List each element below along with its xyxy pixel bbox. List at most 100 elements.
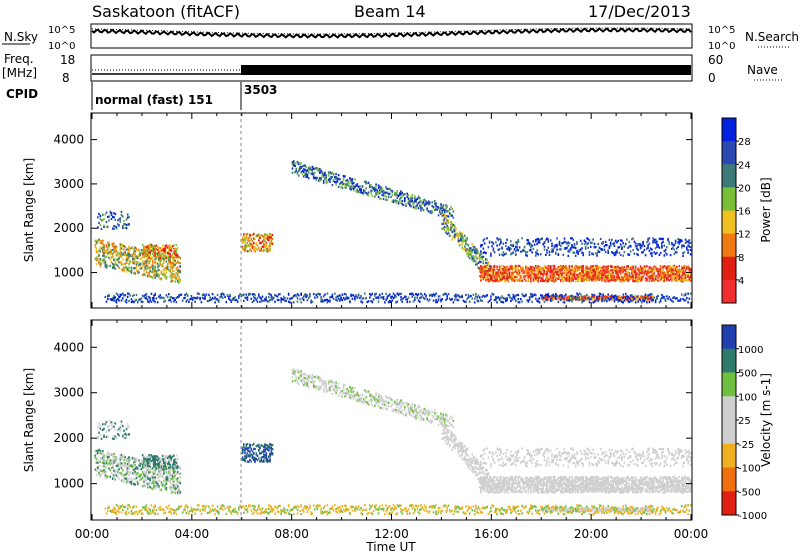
power-echo [427, 200, 430, 203]
power-echo [109, 248, 112, 251]
power-echo [389, 192, 391, 195]
power-echo [447, 228, 450, 231]
power-echo [148, 262, 150, 265]
power-echo [266, 300, 269, 303]
power-echo [264, 240, 266, 243]
power-echo [581, 277, 583, 281]
power-echo [417, 197, 420, 200]
power-echo [616, 251, 618, 254]
power-echo [148, 243, 150, 247]
power-echo [125, 261, 128, 265]
power-echo [335, 177, 337, 180]
power-echo [325, 174, 327, 177]
power-echo [270, 298, 273, 301]
power-echo [607, 265, 609, 268]
power-echo [607, 272, 609, 275]
power-echo [122, 253, 124, 256]
power-echo [346, 182, 349, 185]
power-echo [493, 251, 496, 254]
power-echo [679, 269, 682, 272]
power-echo [574, 267, 577, 271]
power-echo [683, 266, 686, 269]
power-echo [154, 301, 156, 304]
power-echo [170, 264, 173, 267]
power-echo [104, 250, 107, 253]
power-echo [493, 276, 496, 279]
power-echo [601, 296, 603, 299]
power-echo [629, 244, 632, 247]
power-echo [150, 249, 153, 252]
power-echo [233, 297, 235, 300]
power-echo [553, 270, 556, 273]
power-echo [536, 275, 538, 278]
power-echo [387, 187, 390, 191]
power-echo [442, 206, 445, 209]
power-echo [505, 271, 507, 274]
power-echo [560, 279, 562, 282]
power-echo [592, 274, 594, 277]
power-echo [618, 270, 621, 273]
power-echo [254, 294, 256, 297]
power-echo [302, 298, 305, 302]
power-echo [118, 299, 120, 302]
power-echo [371, 190, 374, 193]
power-echo [102, 213, 104, 216]
power-echo [216, 293, 219, 297]
power-echo [146, 266, 149, 270]
power-echo [168, 259, 170, 262]
power-echo [601, 277, 603, 280]
power-echo [300, 165, 302, 169]
power-echo [516, 246, 518, 249]
power-echo [546, 295, 548, 299]
power-echo [636, 279, 638, 282]
power-echo [561, 274, 563, 277]
power-echo [601, 248, 603, 251]
power-echo [673, 269, 676, 272]
power-echo [687, 267, 689, 270]
power-echo [664, 266, 667, 269]
power-echo [176, 274, 179, 277]
power-echo [461, 239, 463, 242]
power-echo [169, 270, 171, 273]
power-echo [633, 252, 636, 255]
power-echo [542, 273, 545, 276]
power-echo [582, 279, 584, 283]
power-echo [568, 274, 571, 277]
power-echo [537, 273, 540, 276]
power-echo [452, 228, 455, 231]
power-echo [360, 189, 362, 192]
power-echo [304, 293, 306, 296]
power-echo [325, 176, 327, 179]
power-echo [100, 258, 103, 262]
power-echo [565, 278, 567, 281]
power-echo [95, 249, 98, 252]
power-echo [586, 243, 588, 246]
power-echo [334, 180, 336, 183]
power-echo [530, 273, 532, 276]
power-echo [271, 296, 274, 299]
power-echo [150, 292, 153, 295]
power-echo [587, 276, 589, 279]
power-echo [249, 292, 251, 296]
power-echo [450, 213, 452, 216]
power-echo [270, 241, 273, 244]
power-echo [169, 255, 171, 258]
power-echo [136, 261, 139, 264]
power-echo [546, 237, 548, 241]
power-echo [438, 295, 441, 298]
power-echo [521, 268, 523, 271]
power-echo [597, 270, 599, 273]
power-echo [533, 279, 536, 282]
power-echo [256, 300, 259, 303]
power-echo [638, 273, 641, 276]
power-echo [642, 277, 644, 280]
power-echo [672, 265, 674, 268]
power-echo [125, 227, 128, 230]
power-echo [154, 269, 156, 273]
power-echo [407, 194, 410, 197]
power-echo [602, 269, 604, 272]
power-echo [457, 237, 460, 240]
power-echo [337, 294, 340, 297]
power-echo [174, 277, 176, 280]
power-echo [160, 264, 163, 267]
